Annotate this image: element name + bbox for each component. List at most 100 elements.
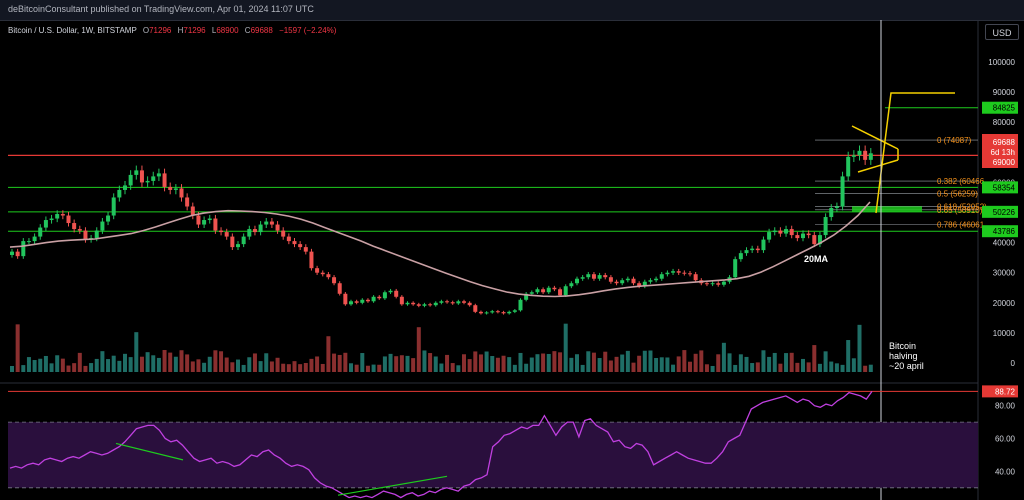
- volume-bar: [10, 366, 14, 372]
- candle-body: [863, 150, 868, 160]
- candle-body: [241, 236, 246, 245]
- volume-bar: [541, 353, 546, 372]
- volume-bar: [439, 363, 444, 372]
- candle-body: [473, 305, 478, 312]
- volume-bar: [823, 351, 828, 372]
- candle-body: [721, 281, 726, 285]
- candle-body: [26, 241, 31, 243]
- candle-body: [801, 233, 805, 239]
- candle-body: [343, 293, 348, 305]
- fib-label-0: 0 (74087): [937, 136, 972, 145]
- volume-bar: [286, 364, 291, 372]
- volume-bar: [72, 363, 77, 372]
- annotation-halving: halving: [889, 351, 918, 361]
- candle-body: [507, 311, 512, 314]
- volume-bar: [269, 361, 274, 372]
- volume-bar: [247, 357, 252, 372]
- volume-bar: [631, 362, 636, 372]
- volume-bar: [812, 345, 817, 372]
- candle-body: [224, 232, 229, 237]
- candle-body: [541, 289, 546, 293]
- rsi-tick-label: 60.00: [995, 435, 1016, 444]
- volume-bar: [162, 350, 167, 372]
- volume-bar: [196, 359, 201, 372]
- candle-body: [258, 224, 263, 233]
- candle-body: [772, 230, 777, 233]
- level-tag-84825: 84825: [993, 104, 1016, 113]
- volume-bar: [738, 354, 743, 372]
- volume-bar: [563, 323, 568, 372]
- rsi-band: [8, 422, 978, 488]
- candle-body: [846, 156, 851, 177]
- candle-body: [750, 248, 755, 251]
- low-label: L: [211, 26, 217, 35]
- volume-bar: [354, 364, 359, 372]
- volume-bar: [784, 353, 789, 372]
- candle-body: [795, 235, 800, 239]
- price-tag-countdown: 6d 13h: [991, 148, 1015, 157]
- candle-body: [162, 173, 167, 187]
- volume-bar: [750, 363, 755, 372]
- high-label: H: [177, 26, 184, 35]
- open-label: O: [142, 26, 150, 35]
- volume-bar: [106, 359, 111, 372]
- volume-bar: [512, 364, 517, 372]
- candle-body: [21, 241, 26, 257]
- volume-bar: [608, 360, 613, 372]
- open-value: 71296: [149, 26, 172, 35]
- candle-body: [60, 214, 65, 216]
- currency-button[interactable]: USD: [985, 24, 1019, 40]
- volume-bar: [699, 350, 704, 372]
- volume-bar: [863, 365, 868, 372]
- symbol-name: Bitcoin / U.S. Dollar, 1W, BITSTAMP: [8, 26, 137, 35]
- candle-body: [868, 153, 873, 160]
- candle-body: [518, 299, 523, 311]
- candle-body: [66, 215, 71, 224]
- volume-bar: [620, 354, 625, 372]
- candle-body: [512, 310, 517, 312]
- candle-body: [106, 215, 111, 222]
- rsi-tick-label: 80.00: [995, 402, 1016, 411]
- volume-bar: [755, 362, 760, 372]
- price-axis[interactable]: 1000009000080000700006000050000400003000…: [982, 58, 1018, 476]
- candle-body: [337, 283, 342, 294]
- candle-body: [829, 208, 834, 218]
- volume-bar: [123, 353, 127, 372]
- volume-bar: [484, 351, 489, 372]
- volume-bar: [462, 354, 466, 372]
- volume-bar: [26, 357, 31, 372]
- candle-body: [275, 224, 280, 231]
- y-tick-label: 0: [1011, 359, 1016, 368]
- volume-bar: [411, 358, 416, 372]
- fib-golden-zone: [852, 206, 922, 212]
- volume-bar: [529, 357, 534, 372]
- volume-bar: [478, 354, 483, 372]
- candle-body: [371, 296, 376, 302]
- candle-body: [185, 197, 190, 207]
- volume-bar: [704, 364, 709, 372]
- volume-bar: [834, 363, 839, 372]
- volume-bar: [139, 356, 144, 372]
- candle-body: [281, 230, 286, 237]
- rsi-line: [9, 391, 873, 499]
- candle-body: [230, 236, 235, 248]
- candle-body: [659, 274, 664, 279]
- volume-bar: [49, 363, 54, 372]
- volume-bar: [315, 356, 320, 372]
- volume-bar: [145, 352, 150, 372]
- candle-body: [236, 244, 240, 248]
- volume-bar: [337, 354, 342, 372]
- volume-bar: [580, 364, 585, 372]
- volume-bar: [399, 355, 404, 372]
- volume-bar: [829, 361, 834, 372]
- candle-body: [575, 278, 579, 284]
- candle-body: [495, 311, 500, 313]
- volume-bar: [648, 350, 653, 372]
- volume-bar: [744, 356, 749, 372]
- volume-bar: [83, 365, 88, 372]
- volume-bar: [32, 360, 37, 372]
- volume-bar: [682, 350, 687, 372]
- candle-body: [823, 217, 828, 236]
